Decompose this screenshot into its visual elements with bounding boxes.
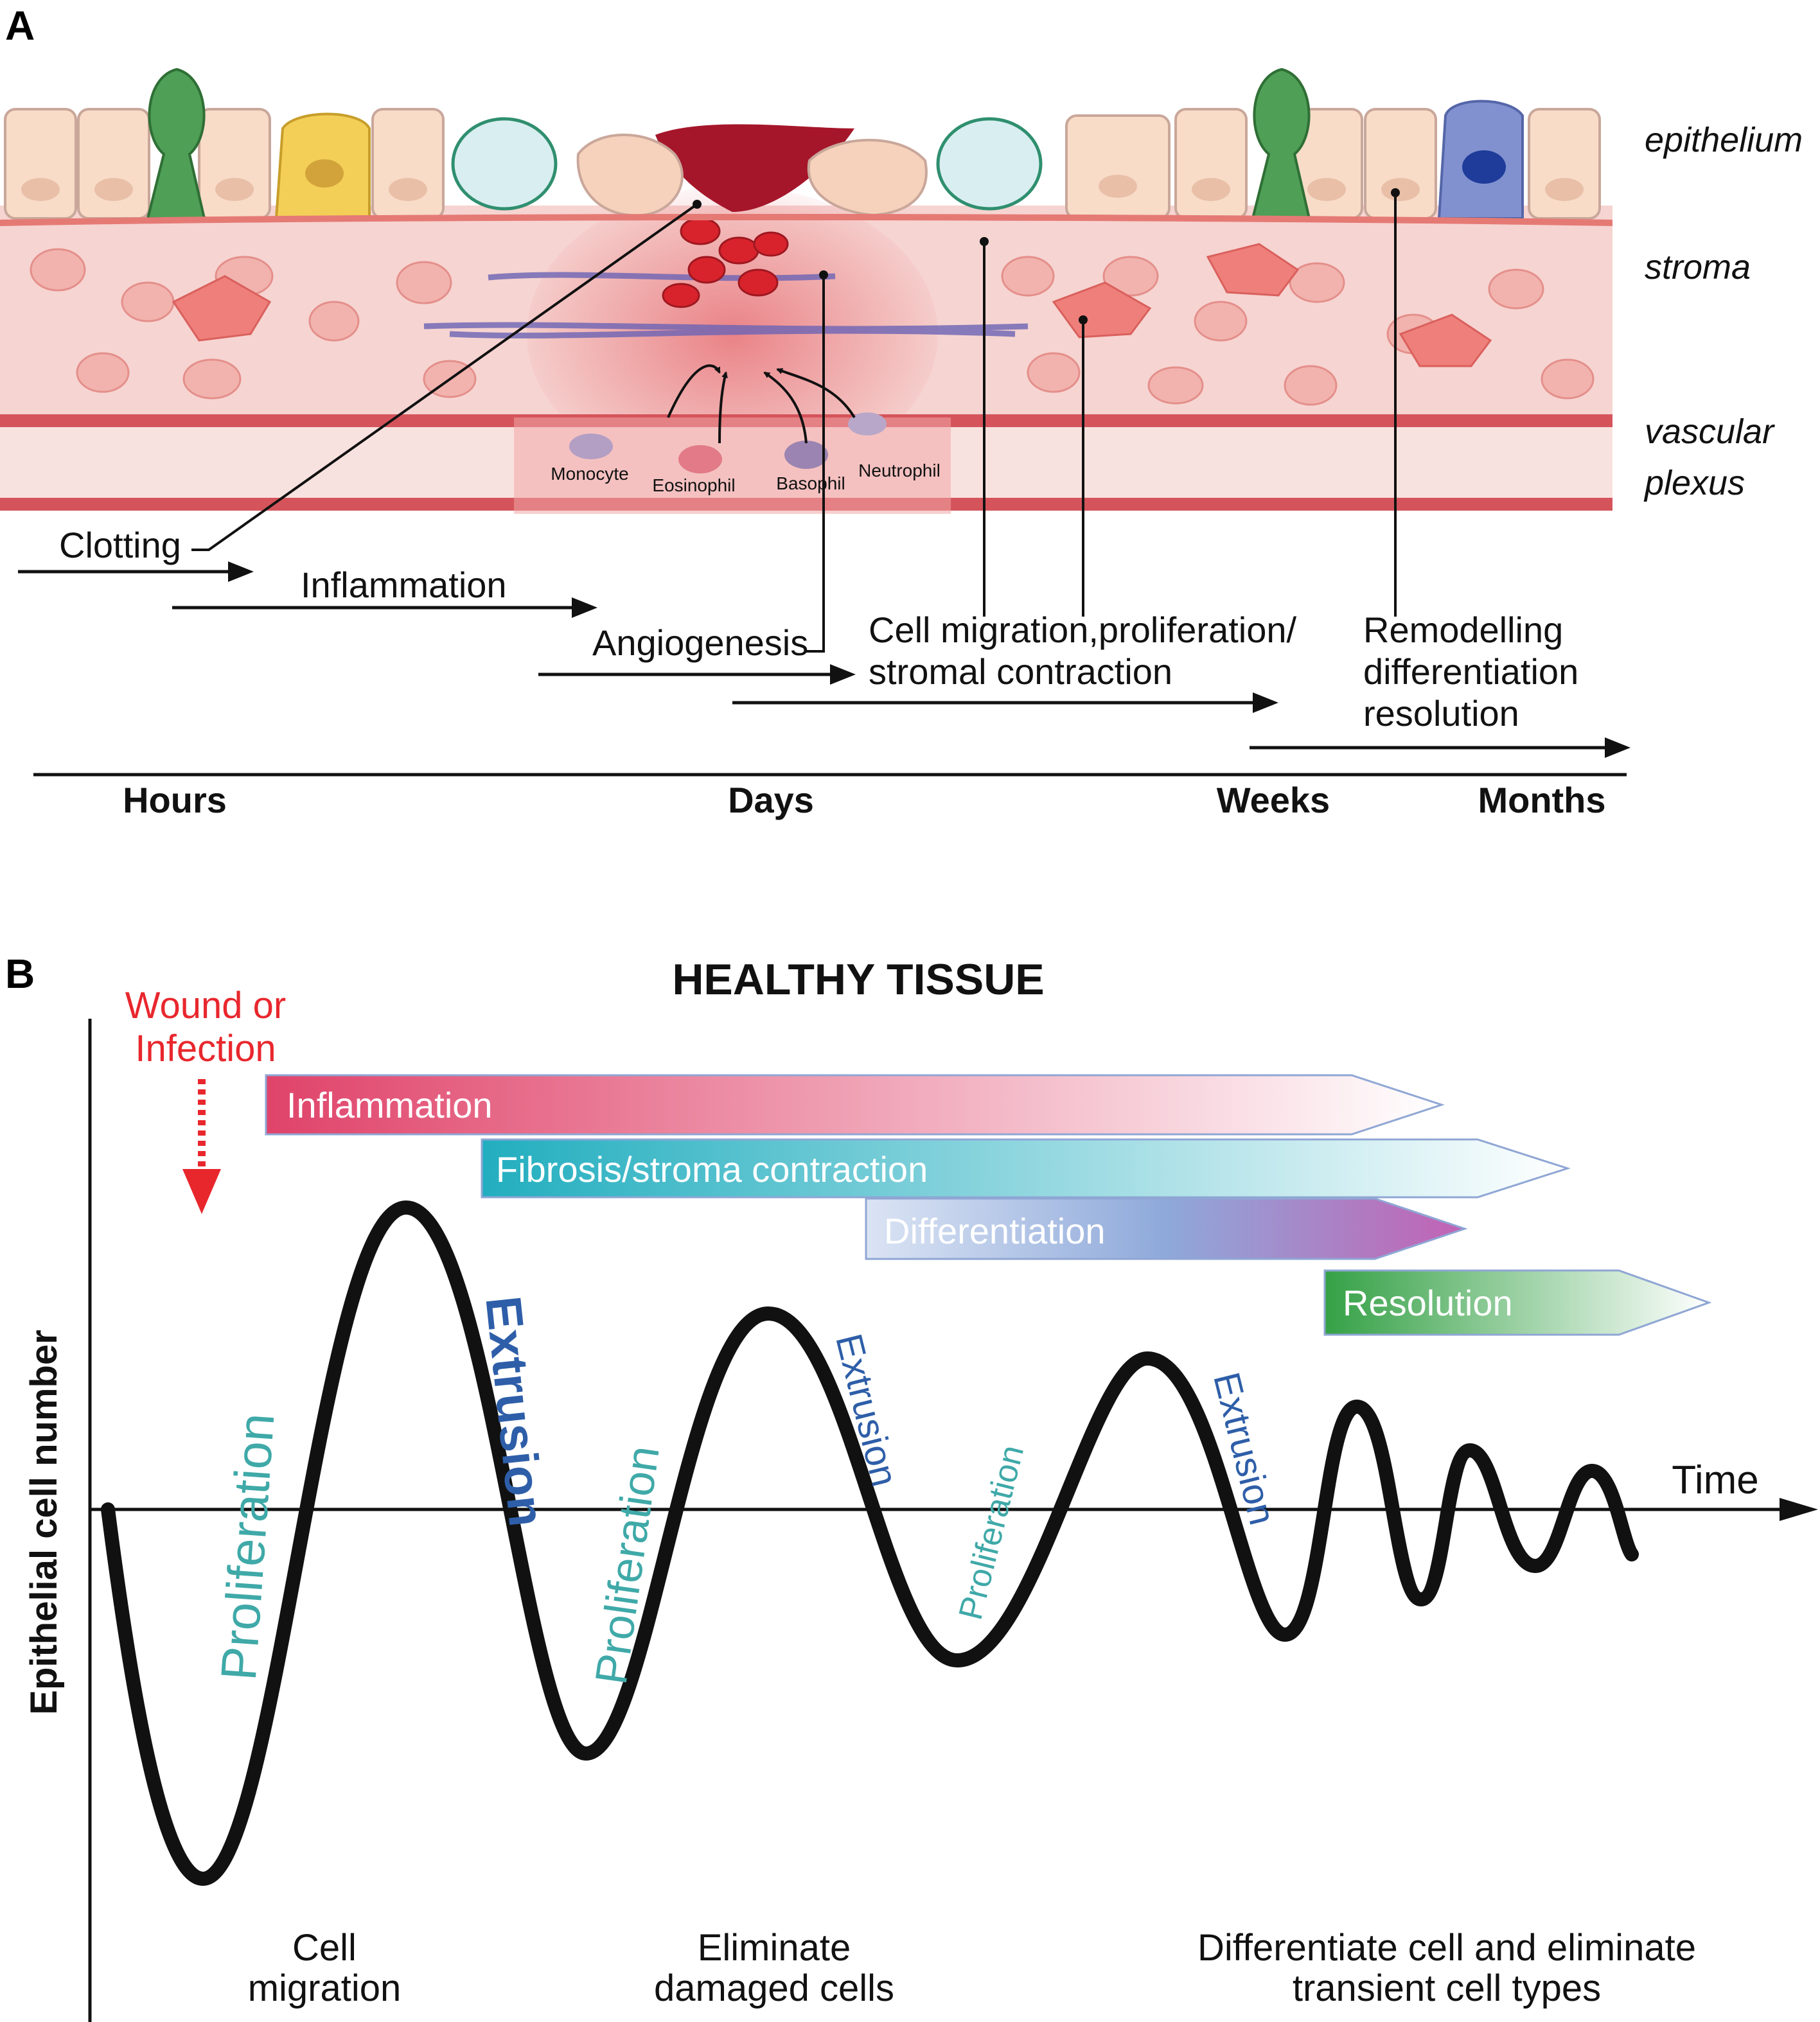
inflammation-bar: [265, 1074, 1445, 1136]
blood-clot: [655, 124, 854, 212]
remodelling-label-line2: differentiation: [1363, 651, 1578, 692]
goblet-cells: [146, 67, 1311, 220]
differentiation-bar-label: Differentiation: [884, 1211, 1106, 1251]
migration-label-line2: stromal contraction: [869, 651, 1172, 692]
fibroblasts: [172, 243, 1492, 367]
angiogenesis-label: Angiogenesis: [592, 622, 808, 663]
inflammation-bar-label: Inflammation: [287, 1085, 493, 1125]
timeline-months: Months: [1478, 780, 1605, 820]
extrusion-label-1: Extrusion: [475, 1294, 555, 1529]
panel-a: A: [0, 3, 1803, 820]
outcome-3-line1: Differentiate cell and eliminate: [1197, 1927, 1696, 1969]
basophil-label: Basophil: [776, 473, 845, 493]
trigger-label-line1: Wound or: [125, 985, 286, 1026]
panel-b-title: HEALTHY TISSUE: [672, 955, 1044, 1004]
leader-dots: [693, 188, 1400, 324]
basement-membrane: [0, 214, 1612, 226]
eosinophil-cell: [678, 445, 722, 473]
monocyte-label: Monocyte: [551, 464, 628, 484]
red-blood-cells: [662, 217, 789, 308]
outcome-1-line2: migration: [248, 1967, 402, 2009]
leader-lines: [191, 193, 1397, 653]
trigger-label-line2: Infection: [135, 1028, 276, 1069]
panel-a-letter: A: [5, 3, 35, 49]
basophil-cell: [784, 441, 828, 469]
tuft-cell-nucleus: [305, 159, 344, 188]
vascular-label: vascular: [1645, 412, 1775, 451]
remodelling-label-line1: Remodelling: [1363, 610, 1563, 650]
outcome-2-line2: damaged cells: [654, 1967, 894, 2009]
migrating-cell-right: [807, 139, 928, 217]
phase-arrows: [18, 570, 1612, 750]
timeline-weeks: Weeks: [1217, 780, 1330, 820]
inflammation-label: Inflammation: [301, 565, 507, 605]
remodelling-label-line3: resolution: [1363, 693, 1519, 734]
neutrophil-cell: [848, 412, 887, 435]
resolution-bar-label: Resolution: [1343, 1283, 1513, 1323]
tissue-illustration: Monocyte Eosinophil Basophil Neutrophil: [0, 67, 1612, 514]
plexus-label: plexus: [1643, 464, 1745, 502]
recruitment-arrows: [667, 364, 856, 444]
stroma-label: stroma: [1645, 248, 1751, 286]
x-axis-label: Time: [1672, 1458, 1758, 1502]
phase-arrowheads: [228, 561, 1630, 758]
clotting-label: Clotting: [59, 525, 181, 565]
trigger-arrow-head: [182, 1169, 221, 1214]
migration-label-line1: Cell migration,proliferation/: [869, 610, 1297, 650]
fibrosis-bar-label: Fibrosis/stroma contraction: [496, 1149, 928, 1190]
x-axis-arrowhead: [1780, 1498, 1818, 1521]
migrating-cell-left: [576, 134, 684, 217]
outcome-3-line2: transient cell types: [1293, 1967, 1601, 2009]
immune-cell-nucleus: [1462, 150, 1506, 184]
epithelium-label: epithelium: [1645, 121, 1803, 159]
cell-number-curve: [101, 1200, 1639, 1886]
timeline-days: Days: [728, 780, 814, 820]
fibrosis-bar: [481, 1138, 1571, 1199]
timeline-hours: Hours: [123, 780, 227, 820]
proliferation-label-1: Proliferation: [210, 1411, 285, 1682]
epithelium-nuclei: [21, 175, 1584, 201]
mitotic-cells: [451, 117, 1043, 211]
y-axis-label: Epithelial cell number: [23, 1330, 65, 1714]
outcome-1-line1: Cell: [292, 1927, 357, 1969]
neutrophil-label: Neutrophil: [858, 461, 941, 480]
panel-b: B HEALTHY TISSUE Wound or Infection Infl…: [5, 951, 1818, 2022]
eosinophil-label: Eosinophil: [652, 475, 735, 495]
monocyte-cell: [569, 434, 613, 459]
panel-b-letter: B: [5, 951, 35, 997]
outcome-2-line1: Eliminate: [698, 1927, 851, 1969]
extravasation-zone: [514, 418, 951, 514]
differentiation-bar: [865, 1197, 1468, 1260]
resolution-bar: [1323, 1269, 1712, 1336]
